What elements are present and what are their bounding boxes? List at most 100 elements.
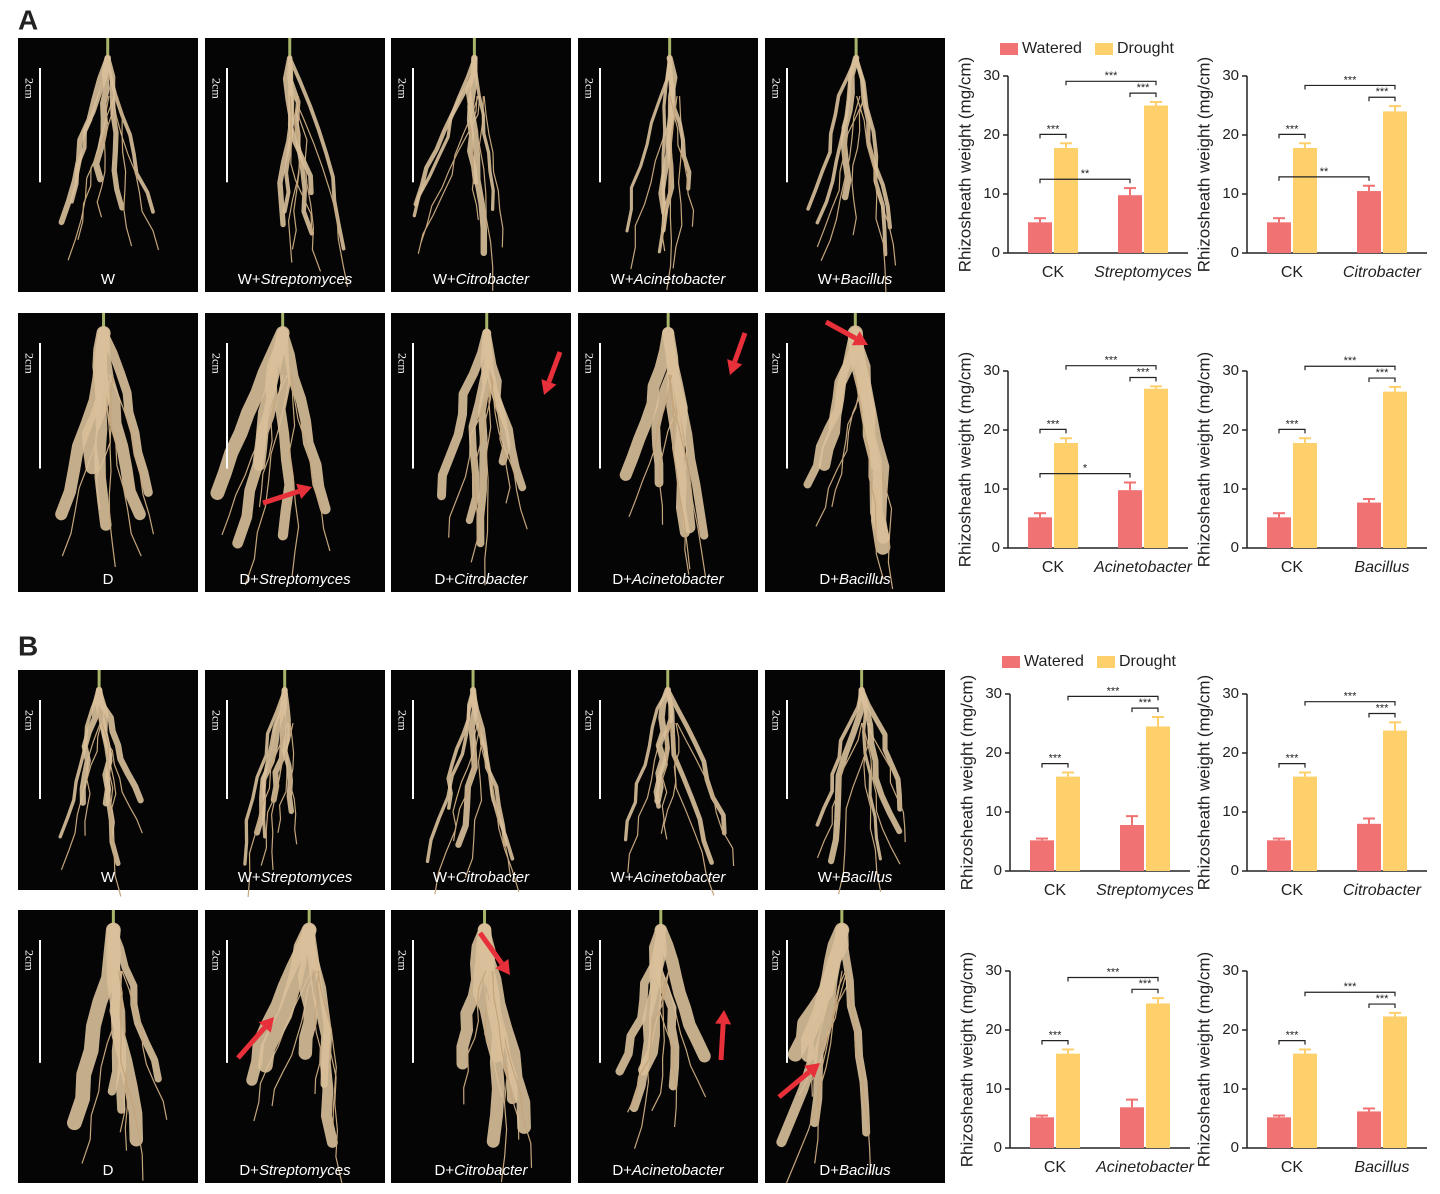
photo-label-prefix: D+	[612, 571, 632, 588]
bar-chart: 0 10 20 30 Rhizosheath weight (mg/cm) CK Acine…	[957, 952, 1194, 1176]
root	[665, 687, 727, 836]
root	[806, 56, 858, 211]
root-photo: 2cm D+Acinetobacter	[578, 313, 758, 592]
bar	[1357, 502, 1381, 548]
photo-label-genus: Acinetobacter	[631, 1162, 725, 1179]
scale-label: 2cm	[769, 78, 783, 99]
photo-label-genus: Streptomyces	[259, 1162, 351, 1179]
significance-label: ***	[1137, 82, 1151, 94]
legend-label: Watered	[1024, 653, 1084, 670]
scale-label: 2cm	[22, 353, 36, 374]
fine-root	[866, 722, 906, 843]
fine-root	[101, 722, 122, 897]
root	[99, 328, 153, 497]
bar	[1120, 1107, 1144, 1148]
scale-label: 2cm	[582, 710, 596, 731]
scale-label: 2cm	[22, 950, 36, 971]
significance-bracket	[1278, 763, 1306, 768]
significance-label: ***	[1286, 1030, 1300, 1042]
significance-bracket	[1368, 96, 1396, 102]
y-tick-label: 0	[1231, 1139, 1239, 1156]
arrow-head	[541, 379, 557, 395]
root	[243, 688, 287, 866]
root	[425, 688, 475, 863]
significance-label: ***	[1047, 418, 1061, 430]
y-tick-label: 30	[1222, 67, 1239, 84]
photo-label: D+Bacillus	[819, 571, 891, 588]
fine-root	[626, 970, 670, 1113]
fine-root	[108, 374, 155, 535]
root	[859, 687, 903, 812]
significance-bracket	[1039, 133, 1067, 139]
photo-label: D+Citrobacter	[435, 571, 529, 588]
photo-label: W	[101, 869, 116, 886]
scale-label: 2cm	[22, 78, 36, 99]
fine-root	[815, 374, 865, 527]
fine-root	[434, 722, 482, 895]
root	[658, 54, 678, 216]
y-tick-label: 20	[985, 1021, 1002, 1038]
arrow-head	[727, 359, 743, 375]
bar-chart: 0 10 20 30 Rhizosheath weight (mg/cm) CK Citro…	[1194, 57, 1427, 281]
root	[623, 688, 670, 842]
photo-label-prefix: D+	[239, 571, 259, 588]
legend-label: Drought	[1117, 40, 1174, 57]
root	[58, 688, 101, 839]
y-tick-label: 0	[992, 244, 1000, 261]
significance-bracket	[1129, 92, 1157, 98]
photo-label-prefix: W+	[818, 869, 841, 886]
root-photo: 2cm D+Streptomyces	[205, 313, 385, 592]
photo-label-genus: Bacillus	[841, 271, 893, 288]
root	[70, 56, 110, 204]
bar	[1030, 840, 1054, 871]
photo-label-genus: Streptomyces	[259, 571, 351, 588]
fine-root	[669, 722, 715, 896]
x-tick-label: CK	[1281, 1159, 1304, 1176]
significance-bracket	[1278, 428, 1306, 434]
photo-label-genus: Citrobacter	[456, 869, 530, 886]
photo-label-genus: Citrobacter	[456, 271, 530, 288]
photo-label-prefix: W+	[433, 271, 456, 288]
root	[849, 326, 890, 544]
legend-swatch	[1097, 656, 1115, 668]
photo-label: D+Bacillus	[819, 1162, 891, 1179]
scale-label: 2cm	[395, 78, 409, 99]
y-tick-label: 20	[1222, 126, 1239, 143]
bar	[1056, 1053, 1080, 1148]
root	[653, 687, 674, 809]
scale-label: 2cm	[582, 950, 596, 971]
y-tick-label: 10	[1222, 803, 1239, 820]
significance-bracket	[1131, 988, 1159, 994]
root	[79, 686, 103, 806]
photo-label: D	[103, 1162, 114, 1179]
significance-label: ***	[1376, 367, 1390, 379]
fine-root	[116, 95, 133, 247]
root	[297, 923, 318, 1060]
y-tick-label: 10	[983, 480, 1000, 497]
fine-root	[785, 970, 848, 1184]
significance-label: ***	[1286, 753, 1300, 765]
fine-root	[313, 970, 321, 1095]
root-photo: 2cm D+Citrobacter	[391, 313, 571, 592]
photo-background	[765, 38, 945, 292]
photo-label-genus: Bacillus	[839, 571, 891, 588]
bar	[1383, 730, 1407, 871]
arrow-shaft	[718, 1023, 726, 1061]
photo-label-prefix: D+	[435, 1162, 455, 1179]
fine-root	[489, 374, 511, 504]
fine-root	[470, 374, 492, 563]
significance-bracket	[1129, 376, 1157, 382]
y-tick-label: 30	[1222, 362, 1239, 379]
significance-bracket	[1278, 176, 1370, 181]
bar	[1056, 776, 1080, 871]
photo-label-prefix: W+	[238, 869, 261, 886]
y-axis-label: Rhizosheath weight (mg/cm)	[1194, 352, 1213, 567]
bar	[1293, 442, 1317, 548]
significance-bracket	[1039, 473, 1131, 478]
fine-root	[247, 722, 289, 898]
photo-label-prefix: D	[103, 571, 114, 588]
root	[437, 328, 492, 501]
root-photo: 2cm W+Bacillus	[765, 38, 945, 293]
significance-bracket	[1368, 712, 1396, 718]
scale-label: 2cm	[769, 710, 783, 731]
